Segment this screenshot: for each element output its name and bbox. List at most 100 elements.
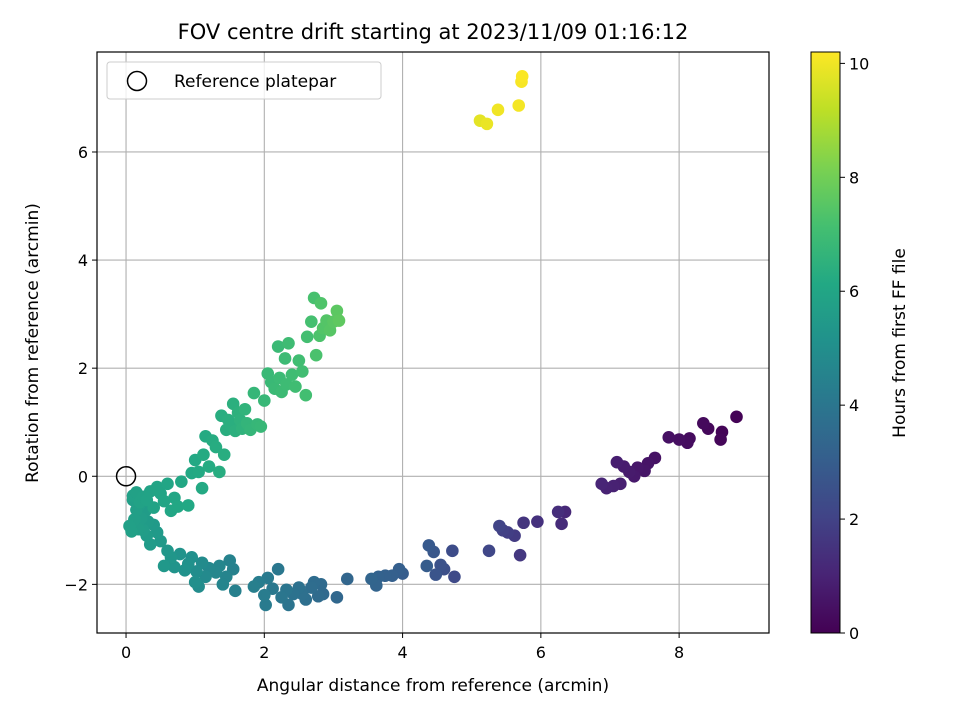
data-point-16 xyxy=(610,455,624,469)
colorbar-tick-label-3: 6 xyxy=(849,282,859,301)
data-point-72 xyxy=(216,578,230,591)
data-point-173 xyxy=(332,314,346,327)
data-point-158 xyxy=(289,380,302,393)
data-point-167 xyxy=(314,297,328,310)
data-point-51 xyxy=(311,589,325,603)
data-point-24 xyxy=(531,515,544,528)
data-point-129 xyxy=(209,440,223,454)
data-point-162 xyxy=(300,330,314,344)
data-point-104 xyxy=(123,519,136,533)
data-point-163 xyxy=(305,315,318,328)
data-point-0 xyxy=(730,410,743,424)
data-point-47 xyxy=(340,572,354,586)
data-point-87 xyxy=(161,544,174,558)
reference-platepar-marker xyxy=(115,466,137,487)
data-point-176 xyxy=(491,103,505,117)
data-point-157 xyxy=(285,368,299,381)
x-tick-label-3: 6 xyxy=(536,643,546,662)
data-point-159 xyxy=(292,354,306,367)
colorbar-label: Hours from first FF file xyxy=(890,248,910,438)
data-point-161 xyxy=(299,388,313,402)
data-point-151 xyxy=(271,340,285,353)
colorbar: 0 2 4 6 8 10 Hours from first FF file xyxy=(810,51,910,643)
data-point-125 xyxy=(197,448,210,461)
data-point-111 xyxy=(147,501,160,514)
plot-frame xyxy=(96,51,770,634)
data-point-4 xyxy=(697,416,710,430)
data-point-177 xyxy=(512,99,526,112)
reference-marker-layer xyxy=(115,466,137,487)
data-points xyxy=(123,70,743,612)
data-point-175 xyxy=(480,117,494,131)
data-point-146 xyxy=(254,420,268,433)
y-ticks: −2 0 2 4 6 xyxy=(64,143,97,594)
data-point-32 xyxy=(448,570,461,584)
data-point-8 xyxy=(662,431,676,444)
legend-marker xyxy=(126,70,148,92)
x-tick-label-4: 8 xyxy=(674,643,684,662)
data-point-68 xyxy=(228,584,242,598)
y-tick-label-2: 2 xyxy=(78,359,88,378)
data-point-65 xyxy=(258,588,271,602)
data-point-172 xyxy=(330,304,344,318)
colorbar-gradient xyxy=(810,51,841,634)
data-point-79 xyxy=(190,565,203,578)
data-point-130 xyxy=(213,465,226,479)
data-point-85 xyxy=(168,560,181,574)
data-point-88 xyxy=(157,559,171,573)
colorbar-ticks: 0 2 4 6 8 10 xyxy=(840,54,869,643)
data-point-22 xyxy=(555,517,568,531)
y-tick-label-4: 6 xyxy=(78,143,88,162)
legend-box xyxy=(106,61,382,100)
data-point-46 xyxy=(365,572,378,586)
data-point-23 xyxy=(551,505,565,519)
data-point-123 xyxy=(192,465,205,479)
data-point-154 xyxy=(278,352,292,365)
data-point-25 xyxy=(517,516,530,530)
colorbar-tick-label-0: 0 xyxy=(849,624,859,643)
data-point-36 xyxy=(429,568,443,581)
data-point-165 xyxy=(309,348,323,362)
data-point-67 xyxy=(247,580,261,593)
data-point-83 xyxy=(178,564,192,577)
colorbar-tick-label-2: 4 xyxy=(849,396,859,415)
data-point-38 xyxy=(422,539,436,552)
x-tick-label-1: 2 xyxy=(259,643,269,662)
data-point-147 xyxy=(258,394,271,407)
colorbar-tick-label-5: 10 xyxy=(849,54,869,73)
data-point-35 xyxy=(434,558,447,572)
y-tick-label-3: 4 xyxy=(78,251,88,270)
x-axis-label: Angular distance from reference (arcmin) xyxy=(257,676,609,696)
data-point-160 xyxy=(296,365,309,378)
data-point-70 xyxy=(223,554,237,567)
data-point-119 xyxy=(175,475,188,488)
y-axis-label: Rotation from reference (arcmin) xyxy=(23,203,43,483)
data-point-80 xyxy=(188,575,202,589)
x-tick-label-0: 0 xyxy=(121,643,131,662)
colorbar-tick-label-4: 8 xyxy=(849,168,859,187)
data-point-64 xyxy=(259,598,272,612)
data-point-7 xyxy=(672,433,686,446)
data-point-61 xyxy=(271,562,285,576)
data-point-179 xyxy=(515,70,529,83)
y-tick-label-1: 0 xyxy=(78,467,88,486)
data-point-53 xyxy=(305,581,318,594)
data-point-39 xyxy=(420,559,434,573)
data-point-115 xyxy=(161,477,174,491)
y-tick-label-0: −2 xyxy=(64,575,88,594)
data-point-114 xyxy=(157,494,171,508)
data-point-118 xyxy=(171,500,185,513)
x-tick-label-2: 4 xyxy=(397,643,407,662)
data-point-2 xyxy=(714,433,727,446)
x-ticks: 0 2 4 6 8 xyxy=(121,633,684,662)
colorbar-tick-label-1: 2 xyxy=(849,510,859,529)
data-point-144 xyxy=(247,386,261,400)
data-point-26 xyxy=(513,548,527,562)
data-point-48 xyxy=(330,591,344,604)
chart-title: FOV centre drift starting at 2023/11/09 … xyxy=(178,20,689,44)
data-point-141 xyxy=(238,402,252,416)
data-point-20 xyxy=(595,477,608,491)
data-point-132 xyxy=(217,448,231,461)
data-point-31 xyxy=(482,544,496,558)
